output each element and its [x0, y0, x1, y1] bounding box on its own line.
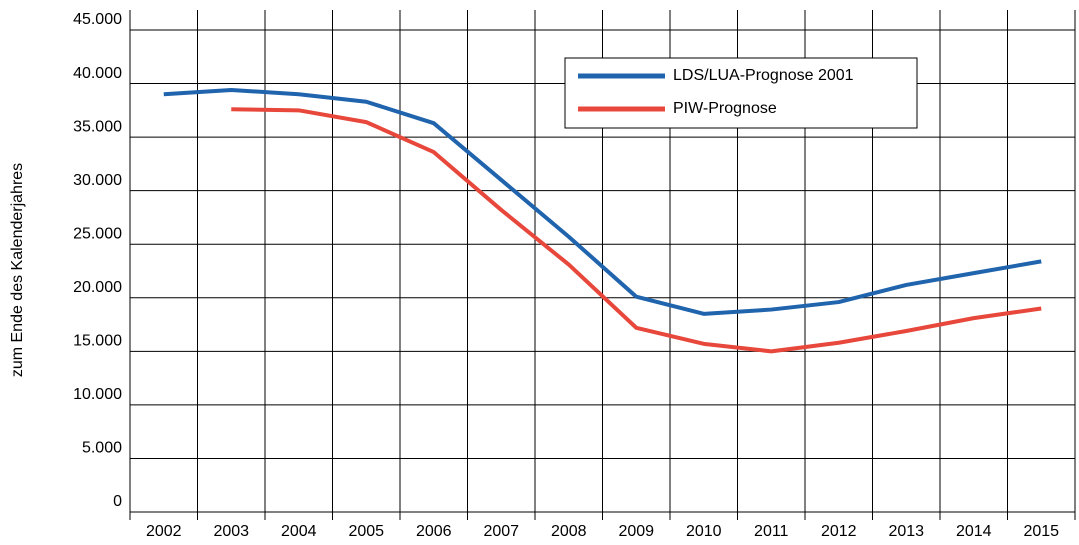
x-tick-label: 2002 — [146, 523, 182, 540]
legend-label: PIW-Prognose — [673, 100, 777, 117]
y-axis-label: zum Ende des Kalenderjahres — [9, 163, 26, 377]
x-tick-label: 2010 — [686, 523, 722, 540]
series-line — [163, 87, 1042, 316]
x-tick-label: 2015 — [1023, 523, 1059, 540]
legend-label: LDS/LUA-Prognose 2001 — [673, 67, 854, 84]
legend-box — [564, 57, 918, 129]
y-tick-label: 30.000 — [73, 172, 122, 189]
y-tick-label: 10.000 — [73, 386, 122, 403]
x-tick-label: 2005 — [348, 523, 384, 540]
x-tick-label: 2008 — [551, 523, 587, 540]
y-tick-label: 45.000 — [73, 11, 122, 28]
y-tick-label: 15.000 — [73, 333, 122, 350]
x-tick-label: 2006 — [416, 523, 452, 540]
y-tick-label: 5.000 — [82, 440, 122, 457]
y-tick-label: 0 — [113, 493, 122, 510]
x-tick-label: 2003 — [213, 523, 249, 540]
x-tick-label: 2004 — [281, 523, 317, 540]
x-tick-label: 2014 — [956, 523, 992, 540]
y-tick-label: 20.000 — [73, 279, 122, 296]
series-line — [231, 107, 1042, 354]
x-tick-label: 2007 — [483, 523, 519, 540]
legend: LDS/LUA-Prognose 2001 PIW-Prognose — [564, 57, 918, 129]
x-tick-label: 2011 — [754, 523, 789, 540]
x-tick-label: 2009 — [618, 523, 654, 540]
x-tick-label: 2012 — [821, 523, 857, 540]
y-tick-label: 40.000 — [73, 65, 122, 82]
x-tick-label: 2013 — [888, 523, 924, 540]
y-tick-label: 25.000 — [73, 225, 122, 242]
y-tick-label: 35.000 — [73, 118, 122, 135]
